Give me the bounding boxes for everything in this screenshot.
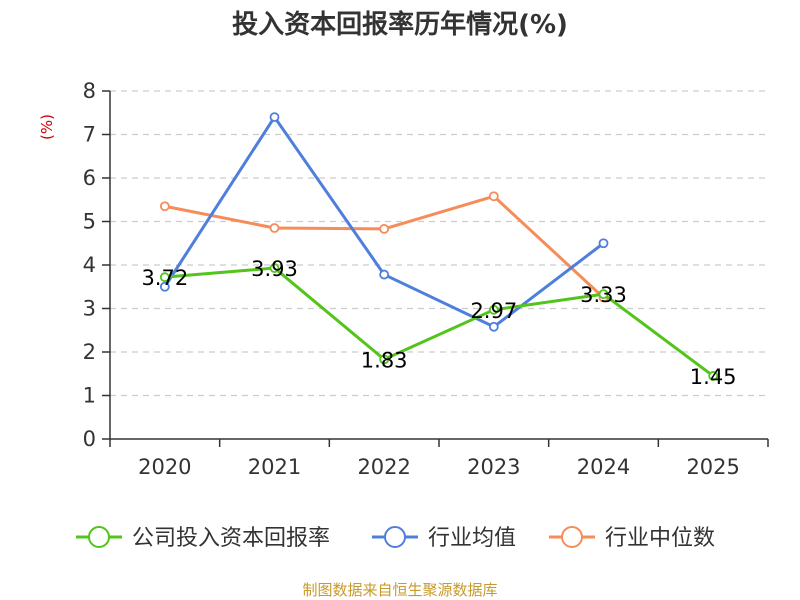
series-line: [163, 115, 605, 329]
data-point: [598, 289, 609, 300]
source-note: 制图数据来自恒生聚源数据库: [302, 581, 497, 599]
data-label: 3.93: [251, 257, 298, 281]
y-tick-label: 7: [83, 123, 96, 147]
y-axis-label: (%): [38, 114, 56, 140]
y-tick-label: 0: [83, 427, 96, 451]
data-point: [269, 223, 280, 233]
y-tick-label: 4: [83, 253, 96, 277]
x-tick-label: 2023: [467, 455, 520, 479]
x-tick-label: 2021: [248, 455, 301, 479]
y-tick-label: 8: [83, 79, 96, 103]
data-point: [488, 304, 499, 315]
data-label: 1.83: [361, 348, 408, 372]
y-tick-label: 6: [83, 166, 96, 190]
data-point: [269, 263, 280, 273]
data-point: [488, 321, 499, 332]
data-label: 2.97: [470, 299, 517, 323]
y-ticks: 0 1 2 3 4 5 6 7 8: [83, 79, 96, 451]
x-tick-label: 2022: [357, 455, 410, 479]
series-line: [164, 266, 715, 378]
data-point: [269, 112, 280, 122]
y-tick-label: 1: [83, 384, 96, 408]
data-point: [159, 201, 170, 212]
series-lines: [159, 112, 719, 381]
legend-label: 行业中位数: [605, 526, 715, 551]
y-tick-label: 2: [83, 340, 96, 364]
legend-label: 行业均值: [428, 526, 516, 551]
axes: [102, 90, 769, 447]
legend-item[interactable]: 公司投入资本回报率: [76, 526, 330, 551]
x-tick-label: 2025: [686, 455, 739, 479]
data-point: [488, 191, 499, 202]
data-label: 3.33: [580, 283, 627, 307]
data-label: 3.72: [141, 266, 188, 290]
y-tick-label: 5: [83, 210, 96, 234]
data-point: [598, 238, 609, 249]
data-point: [379, 354, 390, 365]
data-point: [379, 269, 390, 280]
legend[interactable]: 公司投入资本回报率 行业均值 行业中位数: [76, 526, 715, 551]
series-line: [164, 194, 605, 299]
data-point: [379, 223, 390, 234]
data-point: [708, 371, 719, 381]
gridlines: [110, 90, 768, 397]
legend-marker: [88, 526, 110, 548]
x-ticks: 2020 2021 2022 2023 2024 2025: [138, 455, 740, 479]
x-tick-label: 2024: [577, 455, 630, 479]
legend-label: 公司投入资本回报率: [132, 526, 330, 551]
legend-item[interactable]: 行业均值: [372, 526, 516, 551]
data-labels: 3.72 3.93 1.83 2.97 3.33 1.45: [141, 257, 736, 389]
data-point: [159, 272, 170, 283]
data-label: 1.45: [690, 365, 737, 389]
legend-marker: [384, 526, 406, 548]
data-point: [159, 281, 170, 292]
chart-title: 投入资本回报率历年情况(%): [232, 9, 568, 40]
legend-marker: [561, 526, 583, 548]
x-tick-label: 2020: [138, 455, 191, 479]
y-tick-label: 3: [83, 297, 96, 321]
legend-item[interactable]: 行业中位数: [549, 526, 715, 551]
